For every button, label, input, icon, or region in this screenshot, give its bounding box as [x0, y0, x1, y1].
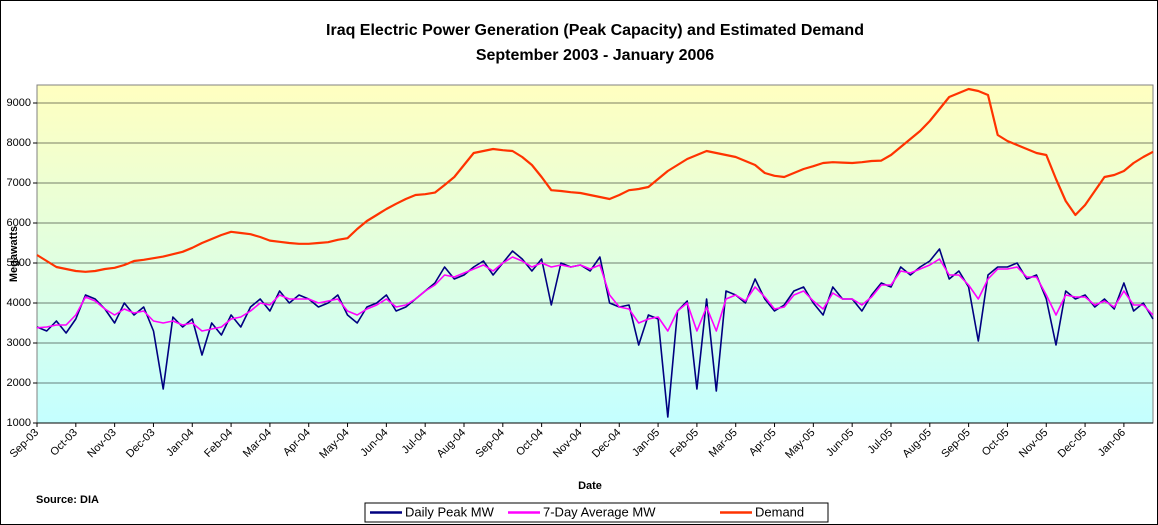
y-tick-label: 3000 [7, 337, 31, 349]
y-tick-label: 9000 [7, 97, 31, 109]
series-line [36, 87, 1154, 273]
plot-area [36, 84, 1154, 424]
legend-label: Daily Peak MW [405, 504, 495, 519]
chart-title: Iraq Electric Power Generation (Peak Cap… [326, 22, 864, 39]
y-tick-label: 2000 [7, 377, 31, 389]
legend-label: Demand [755, 504, 804, 519]
y-tick-label: 5000 [7, 257, 31, 269]
y-tick-label: 7000 [7, 177, 31, 189]
x-axis-label: Date [578, 480, 602, 492]
legend-box [364, 502, 829, 523]
y-tick-label: 6000 [7, 217, 31, 229]
y-axis-label: Megawatts [8, 226, 20, 282]
y-tick-label: 4000 [7, 297, 31, 309]
chart-subtitle: September 2003 - January 2006 [476, 47, 714, 64]
series-line [36, 256, 1154, 332]
source-note: Source: DIA [36, 494, 99, 506]
legend-label: 7-Day Average MW [543, 504, 656, 519]
y-tick-label: 1000 [7, 417, 31, 429]
y-tick-label: 8000 [7, 137, 31, 149]
